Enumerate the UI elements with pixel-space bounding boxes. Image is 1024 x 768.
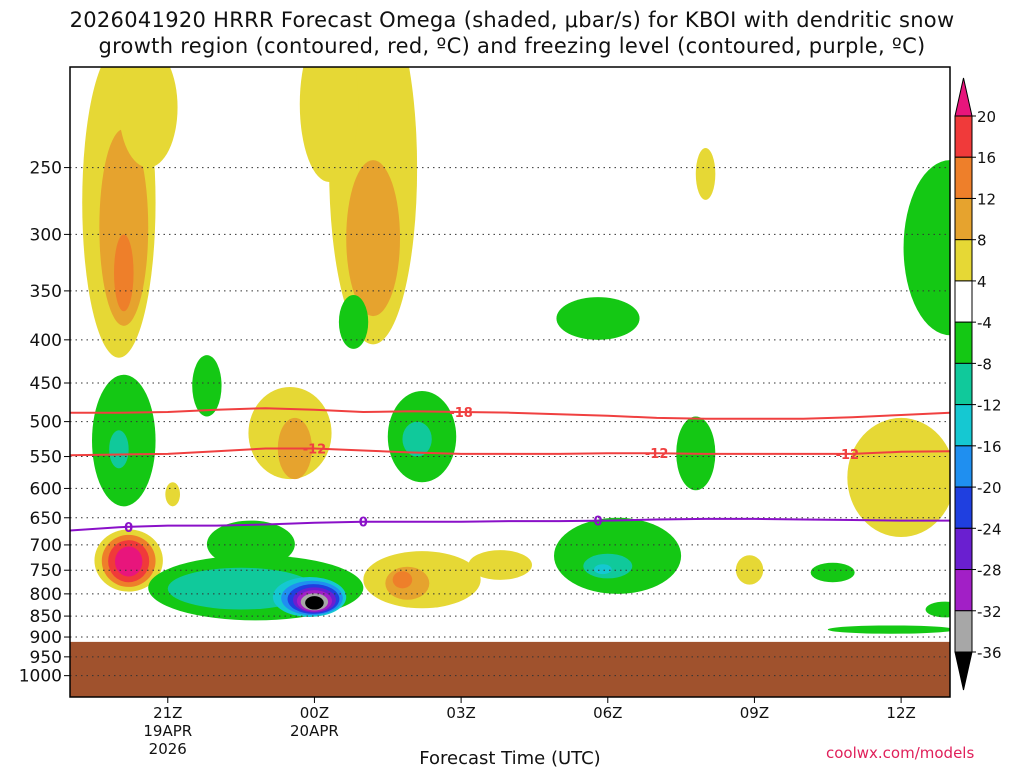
chart-title-line2: growth region (contoured, red, ºC) and f… [98, 34, 926, 58]
colorbar-label-10: -24 [977, 520, 1002, 538]
colorbar-band-1 [954, 115, 973, 158]
omega-region-small-warm-250 [695, 148, 716, 200]
y-tick-label-700: 700 [30, 536, 62, 556]
omega-region-upper-warm-left-top [118, 67, 178, 168]
omega-region-low-warm-mid-peak [392, 571, 413, 589]
x-axis-label: Forecast Time (UTC) [419, 748, 600, 768]
omega-region-upper-cool-mid [338, 295, 369, 349]
colorbar-band-2 [954, 156, 973, 199]
contour-label-dgz-minus18-1: -18 [449, 406, 473, 421]
omega-region-low-cool-right-a [810, 562, 855, 583]
x-tick-label-06Z-1: 06Z [593, 704, 622, 722]
contour-label-dgz-minus12-2: -12 [645, 447, 669, 462]
omega-region-mid-cool-mid-core [402, 421, 432, 457]
colorbar-band-8 [954, 404, 973, 447]
omega-region-mid-warm-right [847, 417, 950, 537]
y-tick-label-1000: 1000 [19, 667, 62, 687]
colorbar-label-4: 4 [977, 273, 987, 291]
contour-label-freezing-level-1: 0 [124, 521, 133, 536]
colorbar-label-3: 8 [977, 232, 987, 250]
x-tick-label-21Z-3: 2026 [149, 740, 187, 758]
colorbar-band-7 [954, 362, 973, 406]
omega-region-low-cool-right-b [925, 601, 950, 618]
y-tick-label-400: 400 [30, 331, 62, 351]
omega-region-upper-warm-left-core [99, 128, 149, 326]
contour-label-dgz-minus12-3: -12 [836, 448, 860, 463]
y-tick-label-600: 600 [30, 479, 62, 499]
x-tick-label-00Z-1: 00Z [300, 704, 329, 722]
omega-region-low-warm-left-core [114, 546, 143, 577]
colorbar-band-10 [954, 486, 973, 529]
omega-region-upper-warm-mid-core [346, 160, 400, 317]
colorbar-band-4 [954, 239, 973, 282]
y-tick-label-450: 450 [30, 374, 62, 394]
x-tick-label-00Z-2: 20APR [290, 722, 339, 740]
x-tick-label-09Z-1: 09Z [740, 704, 769, 722]
colorbar-band-min [954, 651, 973, 691]
y-tick-label-300: 300 [30, 225, 62, 245]
y-tick-label-650: 650 [30, 509, 62, 529]
colorbar-label-13: -36 [977, 644, 1002, 662]
colorbar-band-max [954, 77, 973, 117]
y-tick-label-950: 950 [30, 648, 62, 668]
x-tick-label-21Z-2: 19APR [143, 722, 192, 740]
contour-dgz-minus12 [70, 447, 950, 457]
omega-region-low-cool-ctr-peak [594, 564, 612, 575]
omega-region-mid-cool-left-up [192, 355, 222, 417]
colorbar-label-6: -8 [977, 355, 992, 373]
colorbar-label-11: -28 [977, 562, 1002, 580]
contour-label-freezing-level-2: 0 [359, 516, 368, 531]
colorbar-band-5 [954, 280, 973, 323]
site-credit[interactable]: coolwx.com/models [826, 744, 975, 762]
contour-dgz-minus18 [70, 407, 950, 420]
colorbar-band-6 [954, 321, 973, 364]
omega-region-upper-cool-edge [903, 160, 950, 336]
y-tick-label-800: 800 [30, 585, 62, 605]
colorbar-label-7: -12 [977, 397, 1002, 415]
y-tick-label-850: 850 [30, 607, 62, 627]
colorbar-label-1: 16 [977, 149, 996, 167]
omega-region-upper-warm-mid-top [299, 67, 359, 182]
colorbar-band-11 [954, 527, 973, 571]
contour-label-dgz-minus12-1: -12 [303, 442, 327, 457]
omega-region-upper-cool-right [556, 297, 640, 340]
omega-region-low-cool-mid-up [206, 520, 295, 568]
y-tick-label-500: 500 [30, 413, 62, 433]
omega-region-low-warm-ctr [468, 550, 532, 580]
omega-region-low-warm-right [735, 555, 764, 585]
colorbar-label-8: -16 [977, 438, 1002, 456]
y-tick-label-750: 750 [30, 561, 62, 581]
terrain-fill [70, 641, 950, 697]
omega-region-low-cool-right-c [827, 625, 950, 634]
y-tick-label-550: 550 [30, 448, 62, 468]
omega-region-low-cool-ring-core [305, 596, 324, 610]
omega-region-mid-cool-left-core [109, 430, 129, 469]
x-tick-label-21Z-1: 21Z [153, 704, 182, 722]
y-tick-label-350: 350 [30, 282, 62, 302]
contour-label-freezing-level-3: 0 [593, 515, 602, 530]
colorbar-band-9 [954, 445, 973, 488]
colorbar-label-9: -20 [977, 479, 1002, 497]
chart-title-line1: 2026041920 HRRR Forecast Omega (shaded, … [69, 8, 955, 32]
x-tick-label-03Z-1: 03Z [446, 704, 475, 722]
colorbar-label-0: 20 [977, 108, 996, 126]
colorbar-label-5: -4 [977, 314, 992, 332]
colorbar-label-12: -32 [977, 603, 1002, 621]
plot-frame [69, 66, 951, 698]
colorbar-band-3 [954, 197, 973, 241]
colorbar-label-2: 12 [977, 190, 996, 208]
x-tick-label-12Z-1: 12Z [886, 704, 915, 722]
omega-region-small-warm-600 [165, 482, 181, 507]
contour-freezing-level [70, 517, 950, 532]
y-tick-label-900: 900 [30, 628, 62, 648]
colorbar-band-13 [954, 610, 973, 653]
y-tick-label-250: 250 [30, 159, 62, 179]
colorbar-band-12 [954, 569, 973, 612]
omega-region-upper-warm-left-peak [114, 234, 134, 312]
